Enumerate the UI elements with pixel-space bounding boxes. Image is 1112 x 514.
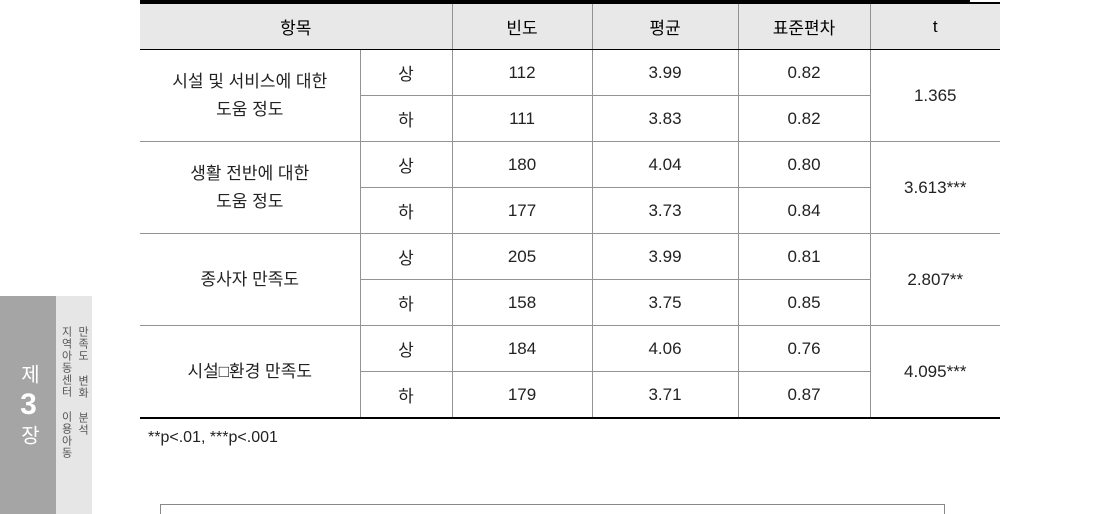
cell-level: 상	[360, 326, 452, 372]
cell-sd: 0.84	[738, 188, 870, 234]
cell-t: 2.807**	[870, 234, 1000, 326]
cell-sd: 0.80	[738, 142, 870, 188]
table-body: 시설 및 서비스에 대한도움 정도상1123.990.821.365하1113.…	[140, 50, 1000, 419]
cell-level: 하	[360, 188, 452, 234]
cell-item: 시설 및 서비스에 대한도움 정도	[140, 50, 360, 142]
cell-freq: 177	[452, 188, 592, 234]
cell-mean: 4.04	[592, 142, 738, 188]
table-row: 시설 및 서비스에 대한도움 정도상1123.990.821.365	[140, 50, 1000, 96]
cell-t: 4.095***	[870, 326, 1000, 419]
th-freq: 빈도	[452, 3, 592, 50]
cell-mean: 3.83	[592, 96, 738, 142]
cell-mean: 3.73	[592, 188, 738, 234]
chart-placeholder-top-edge	[160, 504, 945, 514]
th-item: 항목	[140, 3, 452, 50]
chapter-tab-light: 지역아동센터 이용아동 만족도 변화 분석	[56, 296, 92, 514]
cell-freq: 179	[452, 372, 592, 419]
stats-table: 항목 빈도 평균 표준편차 t 시설 및 서비스에 대한도움 정도상1123.9…	[140, 2, 1000, 419]
chapter-tab-dark: 제3장	[0, 296, 56, 514]
cell-item: 시설□환경 만족도	[140, 326, 360, 419]
chapter-suffix: 장	[17, 425, 39, 447]
table-row: 생활 전반에 대한도움 정도상1804.040.803.613***	[140, 142, 1000, 188]
table-header-row: 항목 빈도 평균 표준편차 t	[140, 3, 1000, 50]
chapter-subtitle-1: 지역아동센터 이용아동	[58, 326, 75, 459]
chapter-subtitle-2: 만족도 변화 분석	[74, 326, 91, 436]
cell-sd: 0.87	[738, 372, 870, 419]
th-t: t	[870, 3, 1000, 50]
cell-freq: 111	[452, 96, 592, 142]
cell-level: 하	[360, 96, 452, 142]
cell-freq: 180	[452, 142, 592, 188]
cell-level: 상	[360, 142, 452, 188]
th-mean: 평균	[592, 3, 738, 50]
table-row: 종사자 만족도상2053.990.812.807**	[140, 234, 1000, 280]
cell-level: 상	[360, 234, 452, 280]
cell-sd: 0.76	[738, 326, 870, 372]
footnote: **p<.01, ***p<.001	[140, 419, 970, 447]
chapter-side-tab: 제3장 지역아동센터 이용아동 만족도 변화 분석	[0, 296, 92, 514]
cell-sd: 0.81	[738, 234, 870, 280]
cell-level: 상	[360, 50, 452, 96]
cell-t: 1.365	[870, 50, 1000, 142]
cell-freq: 184	[452, 326, 592, 372]
cell-t: 3.613***	[870, 142, 1000, 234]
th-sd: 표준편차	[738, 3, 870, 50]
cell-sd: 0.82	[738, 50, 870, 96]
cell-level: 하	[360, 372, 452, 419]
cell-item: 종사자 만족도	[140, 234, 360, 326]
chapter-label: 제3장	[13, 364, 43, 447]
cell-mean: 3.99	[592, 234, 738, 280]
cell-sd: 0.85	[738, 280, 870, 326]
cell-item: 생활 전반에 대한도움 정도	[140, 142, 360, 234]
chapter-number: 3	[13, 388, 43, 423]
table-row: 시설□환경 만족도상1844.060.764.095***	[140, 326, 1000, 372]
cell-mean: 3.71	[592, 372, 738, 419]
cell-freq: 158	[452, 280, 592, 326]
cell-mean: 3.99	[592, 50, 738, 96]
cell-freq: 112	[452, 50, 592, 96]
main-content: 항목 빈도 평균 표준편차 t 시설 및 서비스에 대한도움 정도상1123.9…	[140, 0, 970, 447]
cell-freq: 205	[452, 234, 592, 280]
cell-sd: 0.82	[738, 96, 870, 142]
cell-mean: 4.06	[592, 326, 738, 372]
chapter-prefix: 제	[17, 364, 39, 386]
cell-level: 하	[360, 280, 452, 326]
cell-mean: 3.75	[592, 280, 738, 326]
